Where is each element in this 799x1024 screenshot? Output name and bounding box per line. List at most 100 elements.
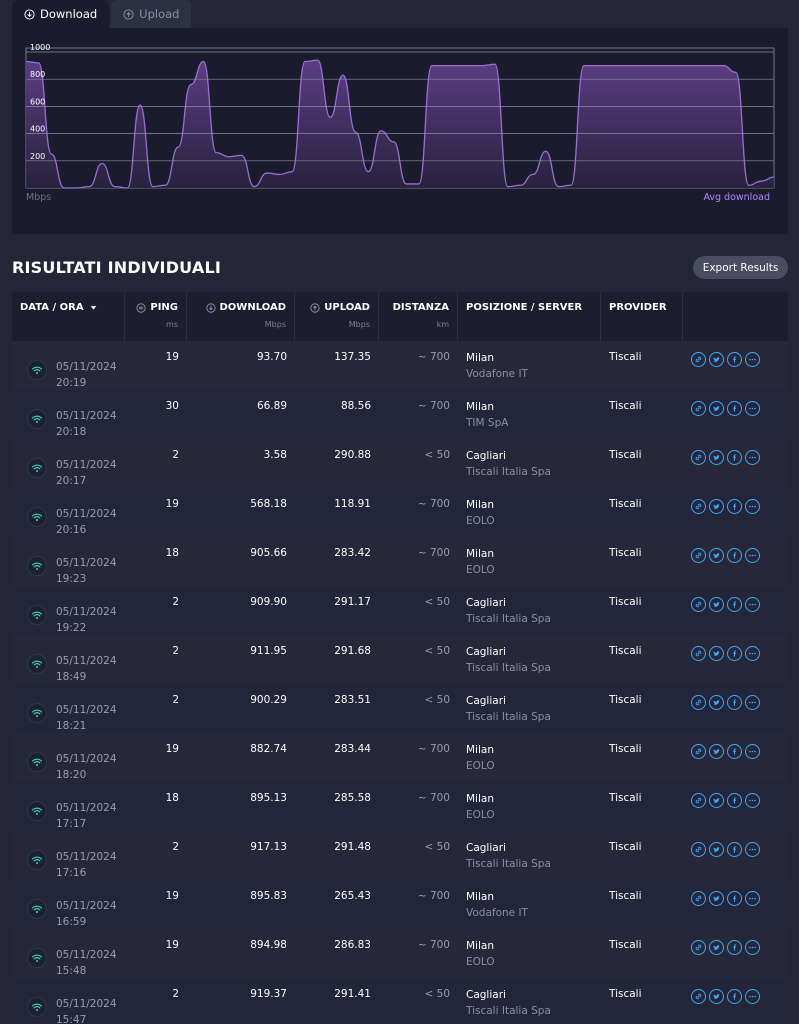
more-actions-button[interactable] [745, 989, 760, 1004]
copy-link-button[interactable] [691, 842, 706, 857]
share-twitter-button[interactable] [709, 842, 724, 857]
cell-server: Tiscali Italia Spa [466, 1005, 551, 1017]
share-facebook-button[interactable] [727, 744, 742, 759]
col-distance-header[interactable]: DISTANZA km [379, 292, 458, 341]
copy-link-button[interactable] [691, 548, 706, 563]
table-row[interactable]: 05/11/2024 18:20 19 882.74 283.44 ~ 700 … [12, 733, 788, 782]
copy-link-button[interactable] [691, 891, 706, 906]
table-row[interactable]: 05/11/2024 18:21 2 900.29 283.51 < 50 Ca… [12, 684, 788, 733]
table-row[interactable]: 05/11/2024 18:49 2 911.95 291.68 < 50 Ca… [12, 635, 788, 684]
copy-link-button[interactable] [691, 450, 706, 465]
cell-city: Cagliari [466, 597, 506, 609]
table-row[interactable]: 05/11/2024 20:19 19 93.70 137.35 ~ 700 M… [12, 341, 788, 390]
share-twitter-button[interactable] [709, 695, 724, 710]
table-row[interactable]: 05/11/2024 15:47 2 919.37 291.41 < 50 Ca… [12, 978, 788, 1024]
share-facebook-button[interactable] [727, 891, 742, 906]
share-twitter-button[interactable] [709, 891, 724, 906]
twitter-icon [712, 698, 721, 707]
copy-link-button[interactable] [691, 597, 706, 612]
share-twitter-button[interactable] [709, 499, 724, 514]
share-facebook-button[interactable] [727, 401, 742, 416]
share-twitter-button[interactable] [709, 548, 724, 563]
share-twitter-button[interactable] [709, 646, 724, 661]
copy-link-button[interactable] [691, 940, 706, 955]
tab-upload[interactable]: Upload [111, 0, 192, 28]
more-actions-button[interactable] [745, 450, 760, 465]
chart-legend[interactable]: Avg download [703, 192, 770, 203]
table-row[interactable]: 05/11/2024 17:17 18 895.13 285.58 ~ 700 … [12, 782, 788, 831]
download-circle-icon [24, 8, 35, 20]
more-actions-button[interactable] [745, 793, 760, 808]
more-actions-button[interactable] [745, 597, 760, 612]
tab-download[interactable]: Download [12, 0, 110, 28]
table-row[interactable]: 05/11/2024 19:23 18 905.66 283.42 ~ 700 … [12, 537, 788, 586]
copy-link-button[interactable] [691, 989, 706, 1004]
cell-date-value: 05/11/2024 [56, 753, 117, 765]
share-facebook-button[interactable] [727, 646, 742, 661]
col-ping-label: PING [150, 302, 178, 313]
share-facebook-button[interactable] [727, 793, 742, 808]
share-twitter-button[interactable] [709, 989, 724, 1004]
cell-provider: Tiscali [609, 449, 642, 461]
more-actions-button[interactable] [745, 646, 760, 661]
copy-link-button[interactable] [691, 499, 706, 514]
table-row[interactable]: 05/11/2024 20:17 2 3.58 290.88 < 50 Cagl… [12, 439, 788, 488]
more-actions-button[interactable] [745, 842, 760, 857]
more-actions-button[interactable] [745, 940, 760, 955]
more-actions-button[interactable] [745, 548, 760, 563]
tab-upload-label: Upload [139, 7, 180, 21]
share-facebook-button[interactable] [727, 940, 742, 955]
share-twitter-button[interactable] [709, 401, 724, 416]
share-facebook-button[interactable] [727, 597, 742, 612]
table-row[interactable]: 05/11/2024 20:16 19 568.18 118.91 ~ 700 … [12, 488, 788, 537]
cell-actions [683, 341, 788, 390]
cell-actions [683, 537, 788, 586]
share-facebook-button[interactable] [727, 450, 742, 465]
link-icon [694, 453, 703, 462]
cell-ping: 18 [165, 792, 179, 804]
share-facebook-button[interactable] [727, 548, 742, 563]
share-facebook-button[interactable] [727, 842, 742, 857]
copy-link-button[interactable] [691, 646, 706, 661]
table-row[interactable]: 05/11/2024 19:22 2 909.90 291.17 < 50 Ca… [12, 586, 788, 635]
table-row[interactable]: 05/11/2024 20:18 30 66.89 88.56 ~ 700 Mi… [12, 390, 788, 439]
share-twitter-button[interactable] [709, 450, 724, 465]
cell-position: Milan EOLO [458, 782, 601, 831]
share-facebook-button[interactable] [727, 499, 742, 514]
share-twitter-button[interactable] [709, 940, 724, 955]
export-results-button[interactable]: Export Results [693, 256, 788, 279]
share-facebook-button[interactable] [727, 695, 742, 710]
col-position-header[interactable]: POSIZIONE / SERVER [458, 292, 601, 341]
table-row[interactable]: 05/11/2024 15:48 19 894.98 286.83 ~ 700 … [12, 929, 788, 978]
share-twitter-button[interactable] [709, 793, 724, 808]
y-tick-label: 400 [30, 125, 45, 134]
cell-server: EOLO [466, 956, 495, 968]
copy-link-button[interactable] [691, 401, 706, 416]
results-table: DATA / ORA PING ms DOWNLOAD Mbps UPLOAD … [12, 292, 788, 1024]
cell-city: Milan [466, 499, 494, 511]
share-twitter-button[interactable] [709, 597, 724, 612]
share-facebook-button[interactable] [727, 989, 742, 1004]
col-upload-header[interactable]: UPLOAD Mbps [295, 292, 379, 341]
col-download-header[interactable]: DOWNLOAD Mbps [187, 292, 295, 341]
cell-date-value: 05/11/2024 [56, 704, 117, 716]
col-provider-header[interactable]: PROVIDER [601, 292, 683, 341]
copy-link-button[interactable] [691, 744, 706, 759]
copy-link-button[interactable] [691, 352, 706, 367]
more-actions-button[interactable] [745, 891, 760, 906]
share-twitter-button[interactable] [709, 744, 724, 759]
table-row[interactable]: 05/11/2024 16:59 19 895.83 265.43 ~ 700 … [12, 880, 788, 929]
copy-link-button[interactable] [691, 793, 706, 808]
more-actions-button[interactable] [745, 744, 760, 759]
copy-link-button[interactable] [691, 695, 706, 710]
share-twitter-button[interactable] [709, 352, 724, 367]
more-actions-button[interactable] [745, 499, 760, 514]
more-actions-button[interactable] [745, 401, 760, 416]
col-date-header[interactable]: DATA / ORA [12, 292, 125, 341]
col-ping-header[interactable]: PING ms [125, 292, 187, 341]
table-row[interactable]: 05/11/2024 17:16 2 917.13 291.48 < 50 Ca… [12, 831, 788, 880]
more-actions-button[interactable] [745, 695, 760, 710]
wifi-icon [27, 409, 47, 429]
share-facebook-button[interactable] [727, 352, 742, 367]
more-actions-button[interactable] [745, 352, 760, 367]
